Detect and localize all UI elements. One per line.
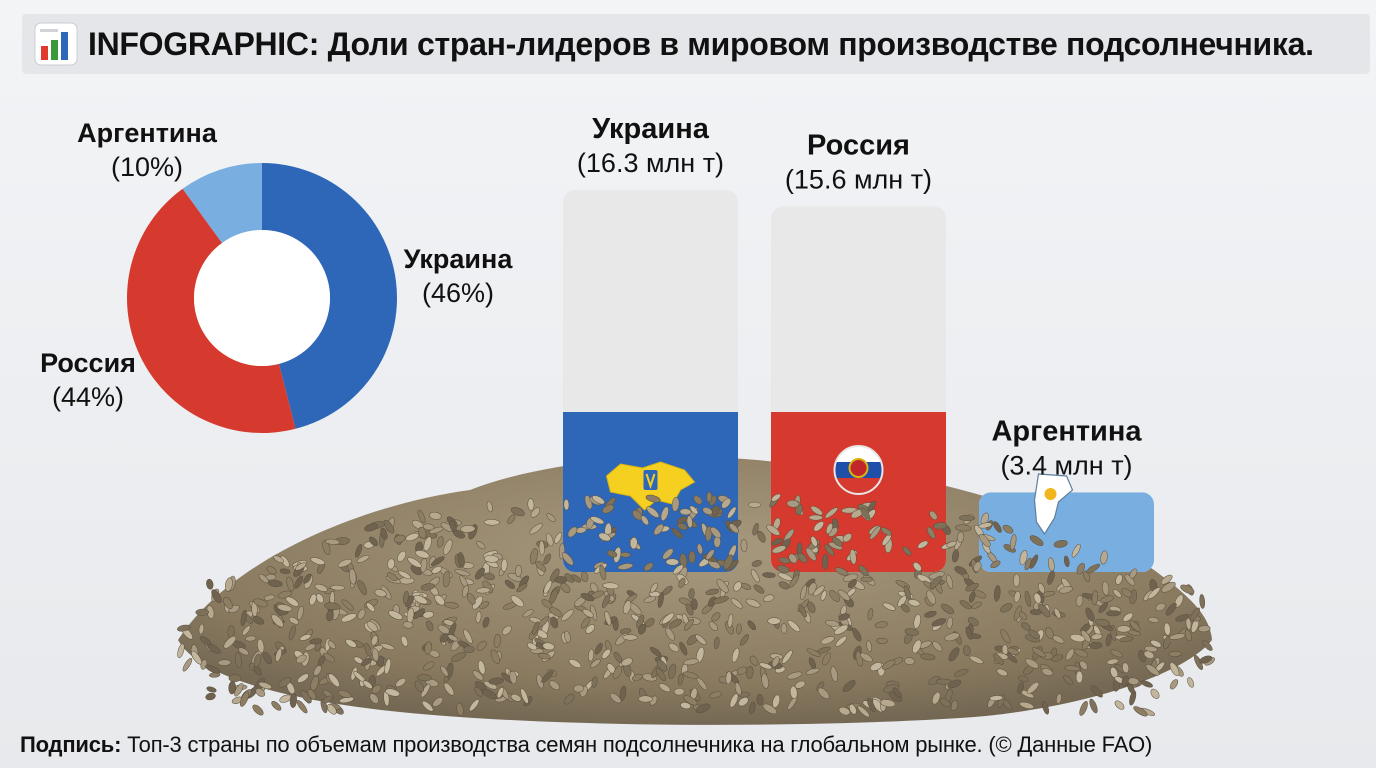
russia-flag-icon (833, 445, 884, 495)
bar-label-name-0: Украина (592, 113, 710, 145)
caption: Подпись: Топ-3 страны по объемам произво… (20, 732, 1360, 758)
header-bar: INFOGRAPHIC: Доли стран-лидеров в мирово… (22, 14, 1370, 74)
donut-label-name-0: Украина (404, 244, 514, 274)
bar-1 (771, 206, 946, 572)
donut-chart (126, 163, 398, 434)
donut-slice-1 (126, 188, 296, 434)
bar-chart-icon (34, 22, 78, 66)
ukraine-flag-icon (605, 461, 696, 511)
donut-label-value-2: (10%) (111, 152, 183, 182)
donut-label-value-0: (46%) (422, 278, 494, 308)
bar-label-value-0: (16.3 млн т) (577, 148, 724, 178)
bar-label-value-2: (3.4 млн т) (1000, 450, 1132, 480)
donut-hole (194, 230, 330, 366)
bar-label-name-2: Аргентина (991, 415, 1142, 447)
bar-label-value-1: (15.6 млн т) (785, 164, 932, 194)
page-title: INFOGRAPHIC: Доли стран-лидеров в мирово… (88, 25, 1314, 62)
donut-slice-0 (262, 163, 398, 429)
caption-label: Подпись: (20, 732, 122, 757)
donut-label-value-1: (44%) (52, 382, 124, 412)
donut-slice-2 (182, 163, 262, 243)
argentina-flag-icon (1033, 473, 1074, 536)
donut-label-name-1: Россия (40, 348, 136, 378)
donut-label-name-2: Аргентина (77, 118, 218, 148)
bar-label-name-1: Россия (807, 129, 910, 161)
seed-texture (177, 491, 1215, 718)
caption-text: Топ-3 страны по объемам производства сем… (121, 732, 1153, 757)
